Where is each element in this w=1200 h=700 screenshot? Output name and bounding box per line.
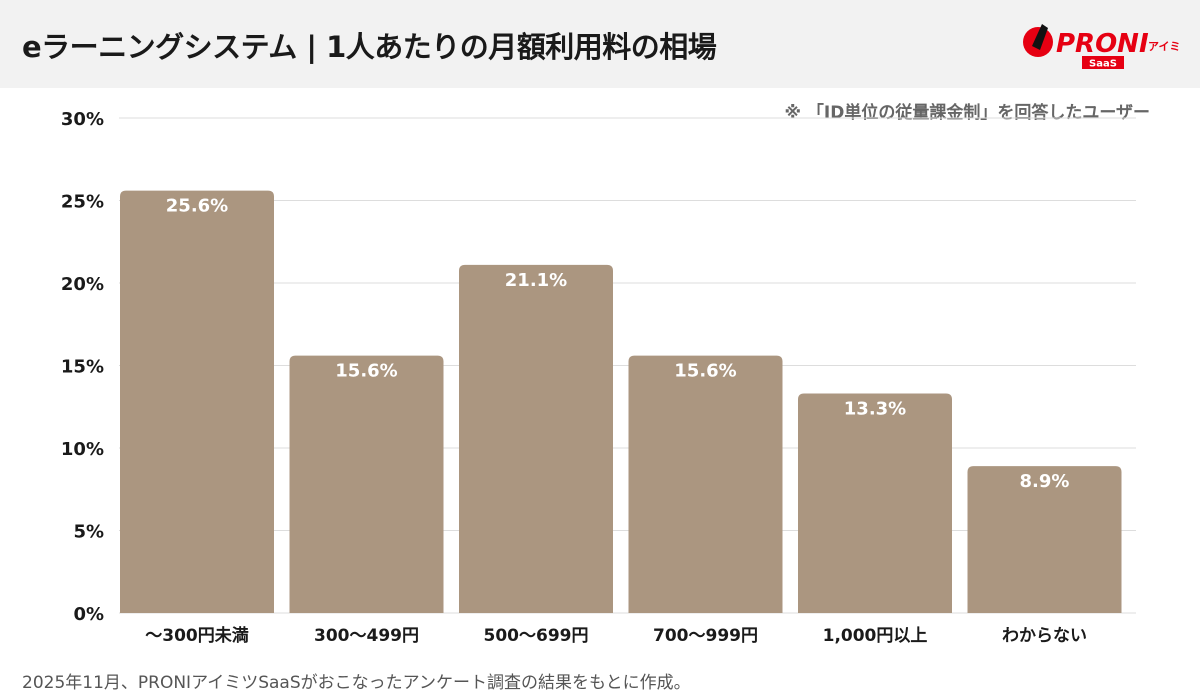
source-footnote: 2025年11月、PRONIアイミツSaaSがおこなったアンケート調査の結果をも… [22, 673, 691, 693]
svg-text:SaaS: SaaS [1089, 59, 1117, 70]
y-tick-label: 25% [61, 192, 104, 213]
x-tick-label: 700〜999円 [653, 626, 758, 646]
x-tick-label: 300〜499円 [314, 626, 419, 646]
y-tick-label: 30% [61, 109, 104, 130]
bar [459, 264, 613, 613]
bar [967, 466, 1122, 613]
bar [289, 355, 444, 613]
page-title: eラーニングシステム | 1人あたりの月額利用料の相場 [22, 30, 717, 64]
x-tick-label: 500〜699円 [484, 626, 589, 646]
data-label: 15.6% [335, 361, 397, 382]
data-label: 8.9% [1020, 471, 1070, 492]
y-tick-label: 15% [61, 357, 104, 378]
data-label: 21.1% [505, 270, 567, 291]
y-tick-label: 10% [61, 439, 104, 460]
bar [628, 355, 783, 613]
data-label: 13.3% [844, 399, 906, 420]
y-tick-label: 0% [73, 604, 104, 625]
proni-logo: PRONI アイミツ SaaS [1023, 24, 1180, 70]
y-tick-label: 5% [73, 522, 104, 543]
x-tick-label: 1,000円以上 [823, 626, 928, 646]
x-tick-label: わからない [1002, 626, 1087, 646]
svg-text:PRONI: PRONI [1056, 29, 1149, 59]
y-tick-label: 20% [61, 274, 104, 295]
bar [120, 190, 274, 613]
data-label: 15.6% [674, 361, 736, 382]
header: eラーニングシステム | 1人あたりの月額利用料の相場 PRONI アイミツ S… [0, 0, 1200, 88]
data-label: 25.6% [166, 196, 228, 217]
bar [798, 393, 952, 613]
svg-text:アイミツ: アイミツ [1148, 40, 1180, 53]
x-tick-label: 〜300円未満 [145, 625, 249, 646]
